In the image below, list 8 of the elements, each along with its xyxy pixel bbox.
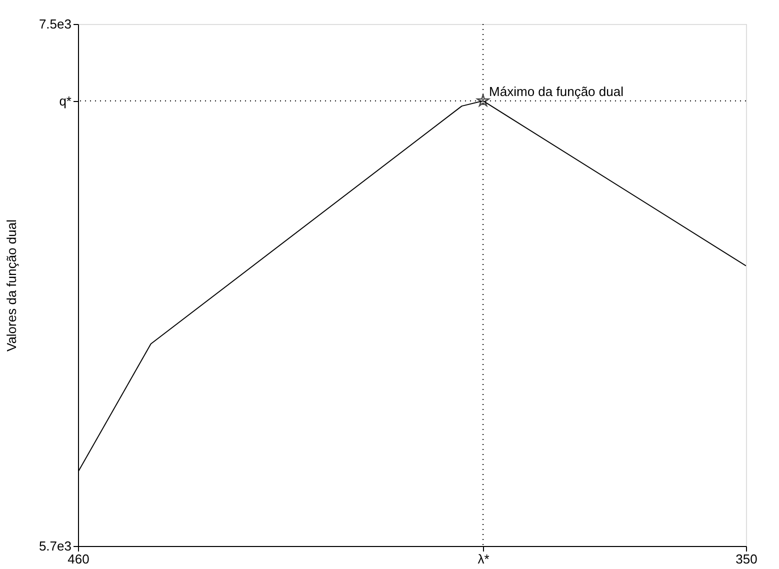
y-axis-title: Valores da função dual	[4, 219, 19, 352]
x-tick-label: 350	[736, 552, 758, 566]
x-tick-label: λ*	[478, 552, 490, 566]
y-tick-label: 7.5e3	[38, 16, 72, 32]
x-tick-label: 460	[68, 552, 90, 566]
y-tick-label: q*	[59, 93, 72, 108]
y-tick-label: 5.7e3	[38, 538, 72, 554]
annotation: Máximo da função dual	[489, 84, 624, 99]
